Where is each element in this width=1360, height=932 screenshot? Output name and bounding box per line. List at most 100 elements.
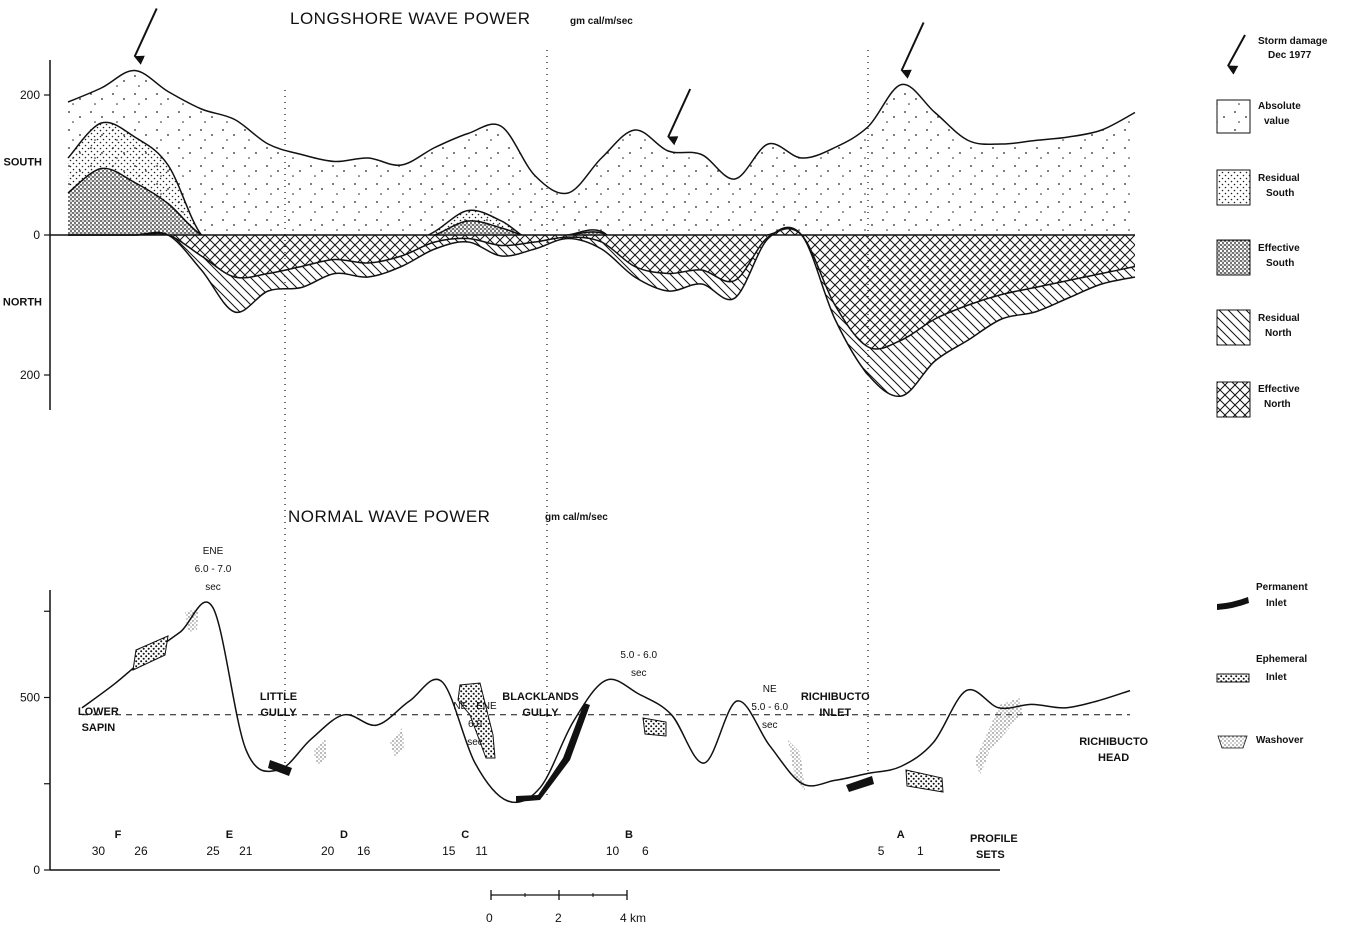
profile-set-letter: E <box>226 829 233 841</box>
legend-rn-line-2: North <box>1265 328 1292 339</box>
legend-ephemeral-line-1: Ephemeral <box>1256 654 1307 665</box>
washover-mark <box>313 738 327 766</box>
legend-rs-line-1: Residual <box>1258 173 1300 184</box>
legend-storm-line-2: Dec 1977 <box>1268 50 1312 61</box>
longshore-panel: LONGSHORE WAVE POWER gm cal/m/sec 200020… <box>3 8 1136 410</box>
legend-absolute: Absolute value <box>1216 99 1301 134</box>
legend-absolute-line-2: value <box>1264 116 1290 127</box>
normal-unit: gm cal/m/sec <box>545 512 608 523</box>
washover-mark <box>390 728 405 758</box>
profile-number: 6 <box>642 844 649 858</box>
legend-bottom: Permanent Inlet Ephemeral Inlet Washover <box>1216 582 1308 749</box>
longshore-areas <box>67 69 1136 398</box>
effective-north-swatch <box>1216 381 1251 418</box>
line-absolute-value <box>67 69 1136 195</box>
storm-arrow-icon <box>900 22 925 79</box>
legend-ephemeral-line-2: Inlet <box>1266 672 1287 683</box>
y-tick-label: 200 <box>20 88 40 102</box>
place-label-richibucto-inlet: INLET <box>819 707 851 719</box>
legend-top: Storm damage Dec 1977 Absolute value Res… <box>1216 34 1328 418</box>
wave-condition-text: NE - ENE <box>453 701 497 712</box>
legend-permanent-line-2: Inlet <box>1266 598 1287 609</box>
permanent-inlet-swatch <box>1217 597 1249 610</box>
line-residual-north <box>68 226 1136 398</box>
profile-sets-line-2: SETS <box>976 849 1005 861</box>
direction-label-north: NORTH <box>3 297 42 309</box>
legend-es-line-1: Effective <box>1258 243 1300 254</box>
wave-condition-text: sec <box>631 668 647 679</box>
profile-number: 1 <box>917 844 924 858</box>
place-label-lower-sapin: SAPIN <box>82 722 116 734</box>
scale-tick-2: 2 <box>555 911 562 925</box>
permanent-inlet-mark <box>846 776 874 792</box>
ephemeral-inlet-mark <box>905 769 944 793</box>
wave-condition-text: 5.0 - 6.0 <box>751 702 788 713</box>
profile-number: 5 <box>878 844 885 858</box>
coastal-features <box>132 608 1022 802</box>
place-label-lower-sapin: LOWER <box>78 706 119 718</box>
wave-condition-text: sec <box>467 737 483 748</box>
legend-rn-line-1: Residual <box>1258 313 1300 324</box>
profile-sets-line-1: PROFILE <box>970 833 1018 845</box>
longshore-title: LONGSHORE WAVE POWER <box>290 9 530 28</box>
longshore-unit: gm cal/m/sec <box>570 16 633 27</box>
storm-arrow-icon <box>1227 34 1246 75</box>
washover-mark <box>975 698 1022 775</box>
legend-effective-north: Effective North <box>1216 381 1300 418</box>
legend-en-line-2: North <box>1264 399 1291 410</box>
legend-effective-south: Effective South <box>1216 239 1300 276</box>
place-label-little-gully: LITTLE <box>260 691 297 703</box>
wave-condition-text: sec <box>762 720 778 731</box>
washover-swatch <box>1217 735 1248 749</box>
profile-set-letter: B <box>625 829 633 841</box>
profile-set-letter: D <box>340 829 348 841</box>
washover-mark <box>788 740 805 790</box>
y-tick-label: 500 <box>20 691 40 705</box>
residual-north-swatch <box>1216 309 1251 346</box>
residual-south-swatch <box>1216 169 1251 206</box>
wave-condition-text: 6.0 - 7.0 <box>195 564 232 575</box>
wave-condition-text: 5.0 - 6.0 <box>620 650 657 661</box>
legend-ephemeral-inlet: Ephemeral Inlet <box>1216 654 1307 683</box>
washover-mark <box>185 608 198 632</box>
place-label-richibucto-head: RICHIBUCTO <box>1079 736 1148 748</box>
legend-permanent-inlet: Permanent Inlet <box>1217 582 1308 610</box>
profile-sets-label: PROFILE SETS <box>970 833 1018 861</box>
wave-condition-text: ENE <box>203 546 224 557</box>
normal-title: NORMAL WAVE POWER <box>288 507 490 526</box>
legend-storm-line-1: Storm damage <box>1258 36 1328 47</box>
legend-residual-south: Residual South <box>1216 169 1300 206</box>
y-tick-label: 0 <box>33 228 40 242</box>
permanent-inlet-mark <box>268 760 292 776</box>
profile-number: 10 <box>606 844 620 858</box>
profile-number: 16 <box>357 844 371 858</box>
ephemeral-inlet-mark <box>642 717 667 737</box>
legend-en-line-1: Effective <box>1258 384 1300 395</box>
direction-label-south: SOUTH <box>4 157 43 169</box>
place-label-blacklands-gully: BLACKLANDS <box>502 691 578 703</box>
legend-residual-north: Residual North <box>1216 309 1300 346</box>
profile-set-letter: A <box>897 829 905 841</box>
storm-arrows <box>133 8 925 146</box>
wave-condition-text: NE <box>763 684 777 695</box>
profile-number: 26 <box>134 844 148 858</box>
inlet-separators <box>284 50 869 800</box>
legend-permanent-line-1: Permanent <box>1256 582 1308 593</box>
longshore-y-ticks: 200 0 200 SOUTH NORTH <box>3 88 50 382</box>
y-tick-label: 200 <box>20 368 40 382</box>
ephemeral-inlet-mark <box>132 635 169 671</box>
profile-number: 20 <box>321 844 335 858</box>
scale-tick-4: 4 km <box>620 911 646 925</box>
place-label-blacklands-gully: GULLY <box>522 707 559 719</box>
y-tick-label: 0 <box>33 863 40 877</box>
scale-bar: 0 2 4 km <box>486 890 646 925</box>
place-labels: LOWER SAPIN LITTLE GULLY BLACKLANDS GULLY RICH… <box>78 691 1149 764</box>
legend-absolute-line-1: Absolute <box>1258 101 1301 112</box>
line-effective-north <box>68 227 1136 350</box>
normal-wave-power-line <box>81 601 1131 804</box>
profile-set-letter: C <box>461 829 469 841</box>
profile-labels: 30 26 25 21 20 16 15 11 10 6 5 1 F E D C B A <box>92 829 924 858</box>
profile-number: 30 <box>92 844 106 858</box>
